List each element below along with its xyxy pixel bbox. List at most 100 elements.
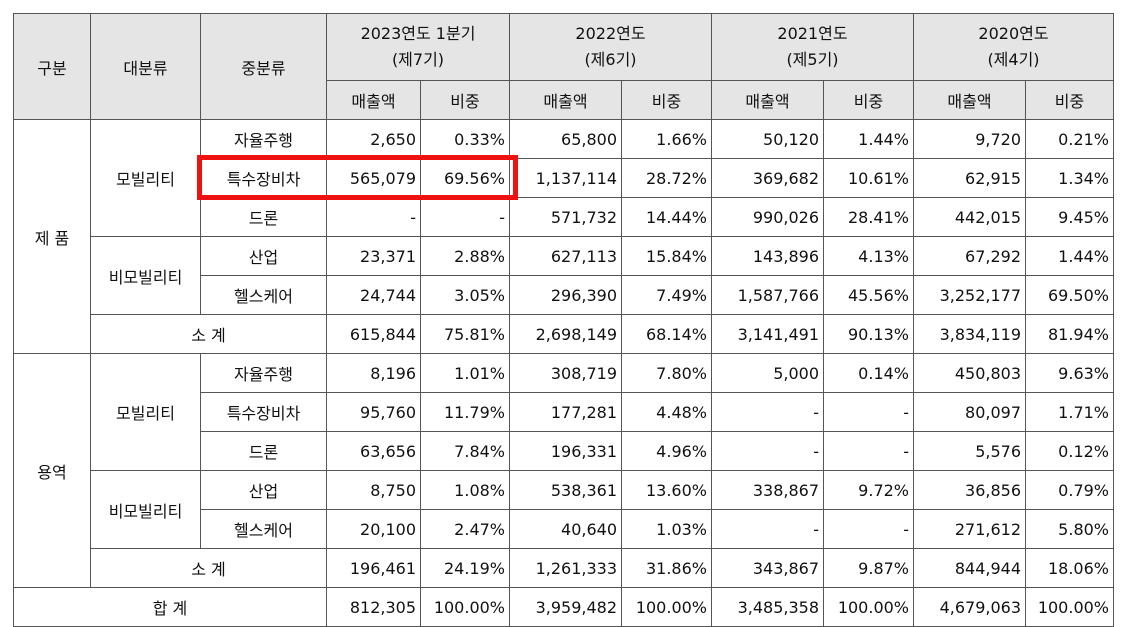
header-period-2020: 2020연도 (제4기) <box>913 13 1114 81</box>
sales-cell: 20,100 <box>326 509 421 549</box>
ratio-cell: - <box>823 509 914 549</box>
period-term: (제4기) <box>987 50 1040 69</box>
ratio-cell: 9.87% <box>823 548 914 588</box>
sales-cell: 177,281 <box>509 392 622 432</box>
group-cell: 모빌리티 <box>90 353 201 471</box>
sales-cell: 65,800 <box>509 119 622 159</box>
sales-cell: 3,141,491 <box>711 314 824 354</box>
total-row: 합 계 812,305 100.00% 3,959,482 100.00% 3,485,3… <box>13 587 1114 627</box>
sales-cell: 1,261,333 <box>509 548 622 588</box>
sales-cell: 5,576 <box>913 431 1026 471</box>
sales-cell: - <box>711 431 824 471</box>
ratio-cell: 2.88% <box>420 236 510 276</box>
ratio-cell: 90.13% <box>823 314 914 354</box>
group-cell: 비모빌리티 <box>90 470 201 549</box>
header-ratio: 비중 <box>823 80 914 120</box>
ratio-cell: 0.79% <box>1025 470 1114 510</box>
sales-cell: 538,361 <box>509 470 622 510</box>
section-cell: 제 품 <box>13 119 91 354</box>
sales-cell: 3,834,119 <box>913 314 1026 354</box>
sales-cell: 36,856 <box>913 470 1026 510</box>
header-sales: 매출액 <box>913 80 1026 120</box>
header-period-2022: 2022연도 (제6기) <box>509 13 712 81</box>
ratio-cell: 100.00% <box>420 587 510 627</box>
sales-cell: 571,732 <box>509 197 622 237</box>
ratio-cell: 1.01% <box>420 353 510 393</box>
ratio-cell: 45.56% <box>823 275 914 315</box>
period-term: (제7기) <box>391 50 445 69</box>
subtotal-label: 소 계 <box>90 314 327 354</box>
subcategory-cell: 산업 <box>200 236 327 276</box>
sales-cell: 8,750 <box>326 470 421 510</box>
ratio-cell: 7.80% <box>621 353 712 393</box>
ratio-cell: 1.44% <box>1025 236 1114 276</box>
sales-cell: 50,120 <box>711 119 824 159</box>
sales-cell: 24,744 <box>326 275 421 315</box>
sales-cell: 565,079 <box>326 158 421 198</box>
table-header: 구분 대분류 중분류 2023연도 1분기 (제7기) 2022연도 (제6기) 2… <box>13 13 1114 120</box>
sales-cell: 143,896 <box>711 236 824 276</box>
period-term: (제6기) <box>584 50 637 69</box>
ratio-cell: 28.72% <box>621 158 712 198</box>
header-ratio: 비중 <box>621 80 712 120</box>
table-row: 특수장비차 565,079 69.56% 1,137,114 28.72% 369,682… <box>14 158 1114 198</box>
sales-cell: 1,137,114 <box>509 158 622 198</box>
ratio-cell: 0.12% <box>1025 431 1114 471</box>
subcategory-cell: 자율주행 <box>200 353 327 393</box>
group-cell: 비모빌리티 <box>90 236 201 315</box>
ratio-cell: 9.72% <box>823 470 914 510</box>
sales-cell: 3,959,482 <box>509 587 622 627</box>
ratio-cell: 100.00% <box>823 587 914 627</box>
table-row: 헬스케어 24,744 3.05% 296,390 7.49% 1,587,766 45.5… <box>14 275 1114 315</box>
header-period-2023q1: 2023연도 1분기 (제7기) <box>326 13 510 81</box>
ratio-cell: 1.71% <box>1025 392 1114 432</box>
subtotal-row: 소 계 196,461 24.19% 1,261,333 31.86% 343,867 9.… <box>14 548 1114 588</box>
sales-cell: 343,867 <box>711 548 824 588</box>
subtotal-label: 소 계 <box>90 548 327 588</box>
table-body: 제 품 모빌리티 자율주행 2,650 0.33% 65,800 1.66% 50,120 1.… <box>13 119 1114 627</box>
period-term: (제5기) <box>786 50 839 69</box>
table-row: 비모빌리티 산업 8,750 1.08% 538,361 13.60% 338,867 9.7… <box>14 470 1114 549</box>
sales-cell: 196,461 <box>326 548 421 588</box>
sales-cell: 95,760 <box>326 392 421 432</box>
sales-cell: 1,587,766 <box>711 275 824 315</box>
ratio-cell: 69.50% <box>1025 275 1114 315</box>
group-cell: 모빌리티 <box>90 119 201 237</box>
ratio-cell: 5.80% <box>1025 509 1114 549</box>
table-row: 제 품 모빌리티 자율주행 2,650 0.33% 65,800 1.66% 50,120 1.… <box>13 119 1114 354</box>
header-jungbunryu: 중분류 <box>200 13 327 120</box>
ratio-cell: 100.00% <box>621 587 712 627</box>
sales-cell: 3,252,177 <box>913 275 1026 315</box>
ratio-cell: 1.44% <box>823 119 914 159</box>
header-gubun: 구분 <box>13 13 91 120</box>
ratio-cell: 2.47% <box>420 509 510 549</box>
sales-cell: 3,485,358 <box>711 587 824 627</box>
header-ratio: 비중 <box>420 80 510 120</box>
subcategory-cell: 자율주행 <box>200 119 327 159</box>
ratio-cell: - <box>823 392 914 432</box>
table-row: 비모빌리티 산업 23,371 2.88% 627,113 15.84% 143,896 4.… <box>14 236 1114 315</box>
subcategory-cell: 드론 <box>200 431 327 471</box>
ratio-cell: 31.86% <box>621 548 712 588</box>
sales-cell: 627,113 <box>509 236 622 276</box>
ratio-cell: - <box>823 431 914 471</box>
period-title: 2020연도 <box>978 24 1049 43</box>
sales-cell: 615,844 <box>326 314 421 354</box>
ratio-cell: 0.14% <box>823 353 914 393</box>
sales-cell: 2,698,149 <box>509 314 622 354</box>
period-title: 2021연도 <box>777 24 848 43</box>
ratio-cell: 1.08% <box>420 470 510 510</box>
subcategory-cell: 드론 <box>200 197 327 237</box>
ratio-cell: 69.56% <box>420 158 510 198</box>
sales-cell: 296,390 <box>509 275 622 315</box>
ratio-cell: 0.21% <box>1025 119 1114 159</box>
header-sales: 매출액 <box>509 80 622 120</box>
sales-cell: 40,640 <box>509 509 622 549</box>
sales-cell: 8,196 <box>326 353 421 393</box>
subtotal-row: 소 계 615,844 75.81% 2,698,149 68.14% 3,141,491… <box>14 314 1114 354</box>
section-cell: 용역 <box>13 353 91 588</box>
ratio-cell: 0.33% <box>420 119 510 159</box>
ratio-cell: 81.94% <box>1025 314 1114 354</box>
sales-cell: 9,720 <box>913 119 1026 159</box>
sales-cell: 196,331 <box>509 431 622 471</box>
